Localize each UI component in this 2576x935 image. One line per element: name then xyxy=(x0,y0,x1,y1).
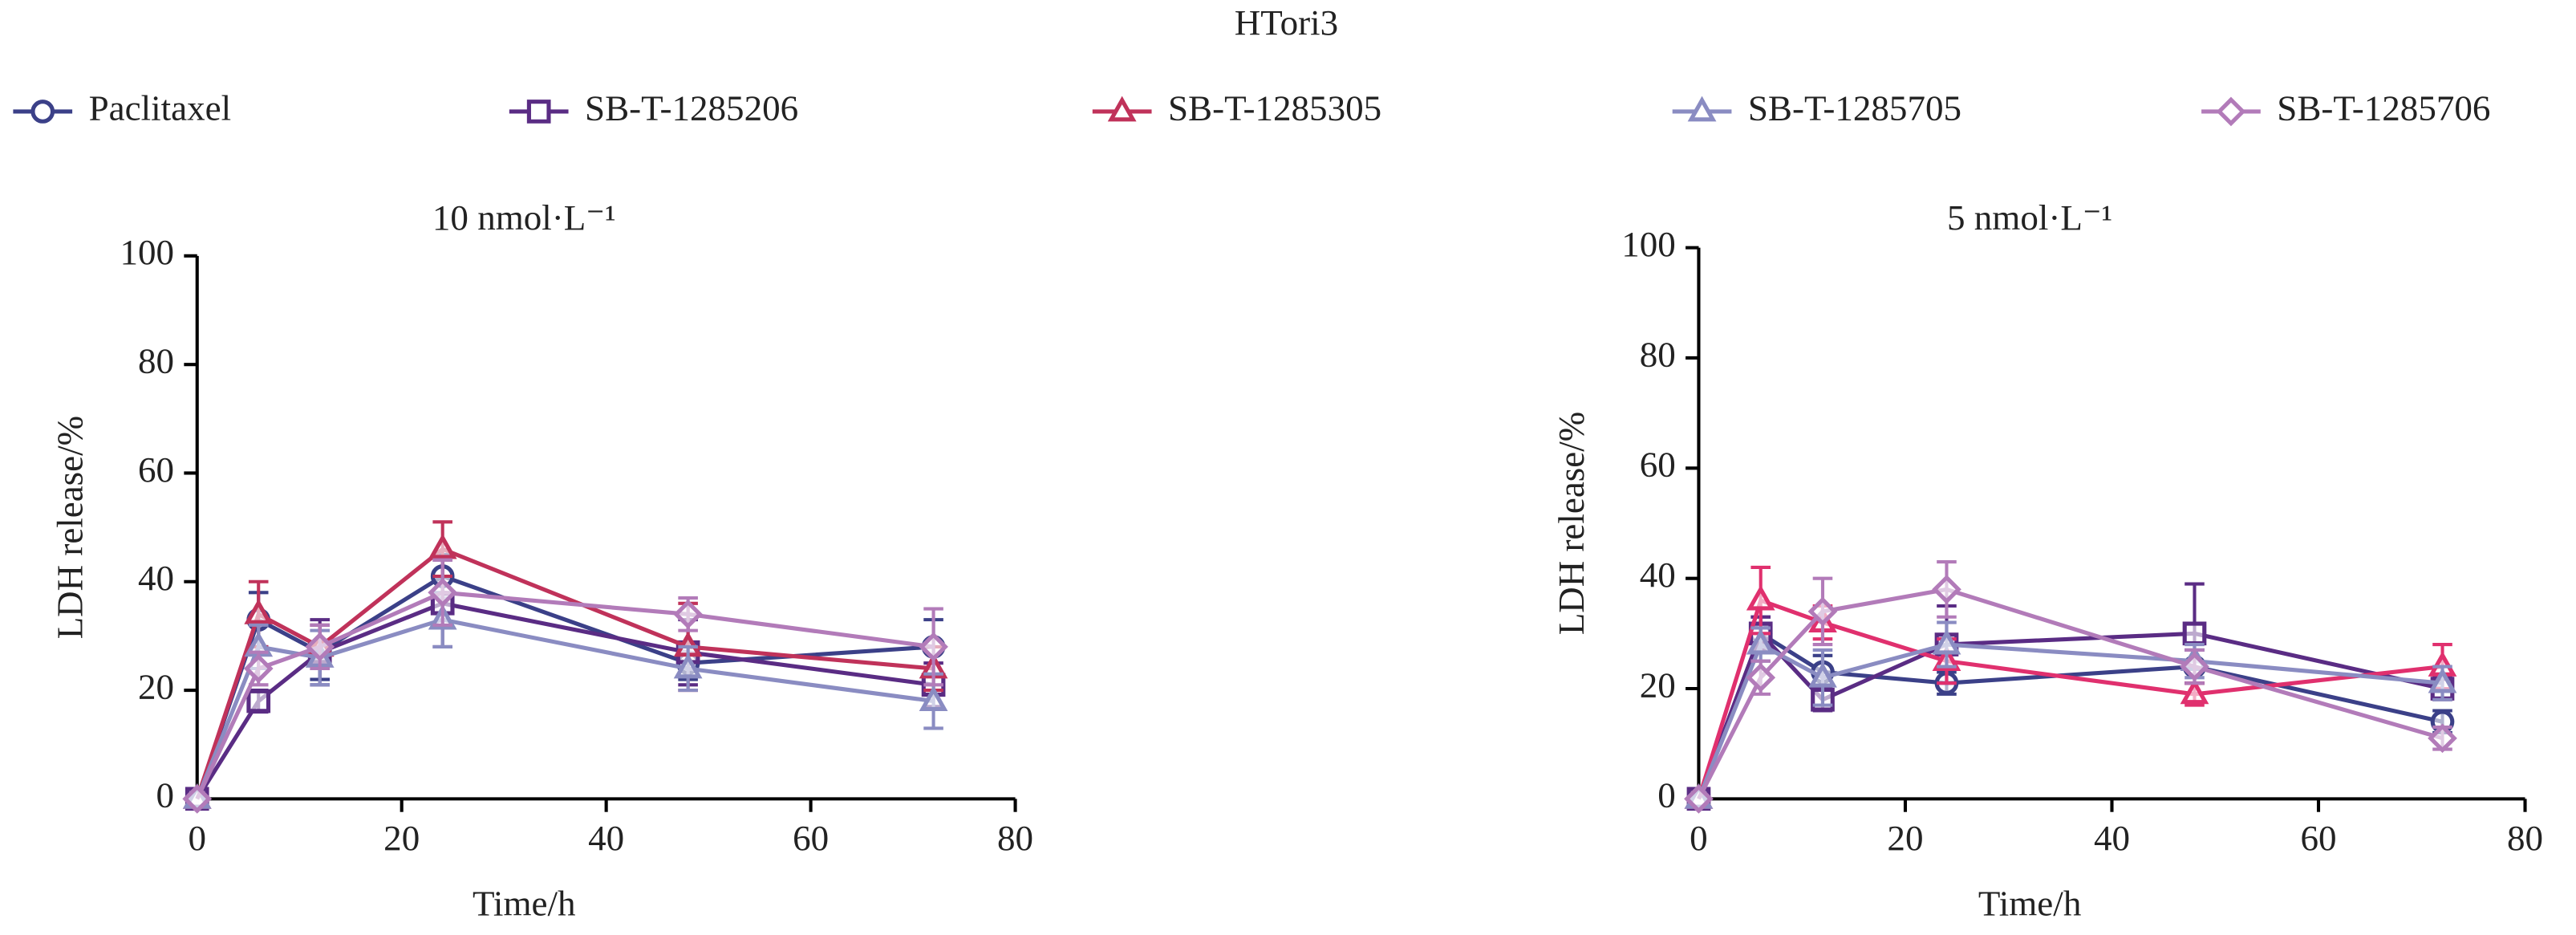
y-tick-label: 0 xyxy=(1657,775,1676,815)
x-tick-label: 60 xyxy=(793,818,829,858)
data-point xyxy=(2180,652,2209,681)
legend-label: SB-T-1285706 xyxy=(2277,87,2490,128)
data-point xyxy=(1808,661,1837,688)
data-point xyxy=(1746,584,1775,611)
x-axis-label: Time/h xyxy=(473,884,576,924)
x-tick-label: 0 xyxy=(188,818,206,858)
data-point xyxy=(1746,662,1776,693)
legend-marker xyxy=(2216,96,2246,127)
series-line xyxy=(195,547,934,800)
legend-label: SB-T-1285305 xyxy=(1168,87,1381,128)
y-tick-label: 100 xyxy=(120,232,175,272)
x-tick-label: 20 xyxy=(383,818,420,858)
data-point xyxy=(246,689,271,713)
data-point xyxy=(244,599,274,624)
data-point xyxy=(919,685,948,711)
y-tick-label: 0 xyxy=(156,775,175,815)
y-tick-label: 80 xyxy=(1640,334,1676,374)
x-tick-label: 80 xyxy=(2507,818,2543,858)
data-point xyxy=(2180,678,2209,705)
y-axis-label: LDH release/% xyxy=(1552,412,1592,635)
x-tick-label: 80 xyxy=(997,818,1033,858)
figure-title: HTori3 xyxy=(1235,2,1338,43)
data-point xyxy=(1746,628,1775,655)
legend-marker xyxy=(1687,96,1717,122)
x-tick-label: 20 xyxy=(1887,818,1923,858)
y-tick-label: 40 xyxy=(138,558,174,598)
series-line xyxy=(1697,630,2444,800)
y-axis-label: LDH release/% xyxy=(50,416,90,639)
series-line xyxy=(1697,641,2443,800)
legend-marker xyxy=(526,100,551,124)
data-point xyxy=(919,632,948,662)
y-tick-label: 100 xyxy=(1621,224,1676,264)
data-point xyxy=(2182,621,2207,646)
series-line xyxy=(195,601,934,800)
data-point xyxy=(1932,575,1961,604)
data-point xyxy=(305,632,335,662)
data-point xyxy=(428,533,457,559)
data-point xyxy=(428,577,458,608)
data-point xyxy=(2428,667,2457,693)
chart-title: 10 nmol·L⁻¹ xyxy=(432,197,616,238)
data-point xyxy=(673,600,703,629)
data-point xyxy=(182,784,213,814)
y-tick-label: 60 xyxy=(1640,445,1676,485)
y-tick-label: 20 xyxy=(138,666,174,706)
y-tick-label: 40 xyxy=(1640,555,1676,595)
data-point xyxy=(243,653,274,684)
legend-label: Paclitaxel xyxy=(89,87,232,128)
series-line xyxy=(1697,629,2444,800)
series-line xyxy=(1697,597,2443,800)
y-tick-label: 60 xyxy=(138,449,174,490)
data-point xyxy=(673,652,703,679)
y-tick-label: 80 xyxy=(138,341,174,381)
x-tick-label: 40 xyxy=(2094,818,2130,858)
series-line xyxy=(1697,587,2444,800)
x-tick-label: 60 xyxy=(2300,818,2336,858)
x-tick-label: 40 xyxy=(588,818,624,858)
legend-marker xyxy=(30,100,55,124)
x-axis-label: Time/h xyxy=(1978,884,2082,924)
y-tick-label: 20 xyxy=(1640,665,1676,705)
data-point xyxy=(2428,723,2457,754)
chart-title: 5 nmol·L⁻¹ xyxy=(1947,197,2112,238)
legend-marker xyxy=(1107,96,1137,122)
series-line xyxy=(195,590,934,800)
legend-label: SB-T-1285206 xyxy=(585,87,798,128)
x-tick-label: 0 xyxy=(1690,818,1708,858)
data-point xyxy=(1684,784,1714,814)
data-point xyxy=(1932,628,1961,655)
legend-label: SB-T-1285705 xyxy=(1748,87,1961,128)
data-point xyxy=(1807,596,1838,627)
